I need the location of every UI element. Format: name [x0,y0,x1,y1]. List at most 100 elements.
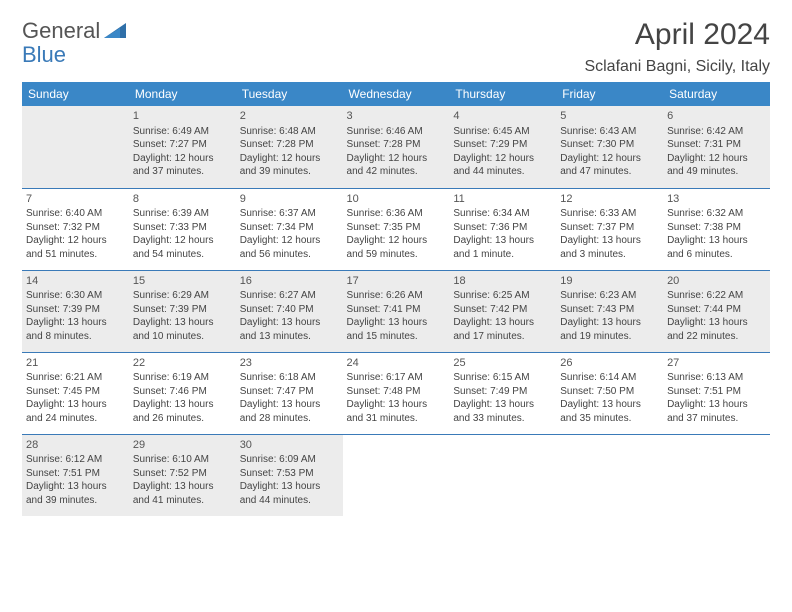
sunrise-text: Sunrise: 6:42 AM [667,125,766,139]
daylight-text: Daylight: 13 hours [667,234,766,248]
col-wednesday: Wednesday [343,82,450,106]
sunset-text: Sunset: 7:30 PM [560,138,659,152]
daylight-text: and 49 minutes. [667,165,766,179]
col-sunday: Sunday [22,82,129,106]
sunrise-text: Sunrise: 6:18 AM [240,371,339,385]
sunset-text: Sunset: 7:51 PM [667,385,766,399]
sunset-text: Sunset: 7:52 PM [133,467,232,481]
daylight-text: and 31 minutes. [347,412,446,426]
day-number: 10 [347,192,446,207]
daylight-text: Daylight: 13 hours [453,398,552,412]
logo-text-blue: Blue [22,42,66,67]
calendar-table: Sunday Monday Tuesday Wednesday Thursday… [22,82,770,516]
day-number: 12 [560,192,659,207]
daylight-text: and 33 minutes. [453,412,552,426]
sunset-text: Sunset: 7:36 PM [453,221,552,235]
sunset-text: Sunset: 7:43 PM [560,303,659,317]
calendar-day-cell: 30Sunrise: 6:09 AMSunset: 7:53 PMDayligh… [236,434,343,516]
day-number: 2 [240,109,339,124]
calendar-week-row: 7Sunrise: 6:40 AMSunset: 7:32 PMDaylight… [22,188,770,270]
daylight-text: Daylight: 13 hours [667,398,766,412]
daylight-text: Daylight: 13 hours [453,234,552,248]
calendar-day-cell: 4Sunrise: 6:45 AMSunset: 7:29 PMDaylight… [449,106,556,188]
sunset-text: Sunset: 7:37 PM [560,221,659,235]
sunset-text: Sunset: 7:35 PM [347,221,446,235]
daylight-text: and 17 minutes. [453,330,552,344]
calendar-day-cell [22,106,129,188]
sunset-text: Sunset: 7:33 PM [133,221,232,235]
daylight-text: and 41 minutes. [133,494,232,508]
calendar-day-cell: 24Sunrise: 6:17 AMSunset: 7:48 PMDayligh… [343,352,450,434]
col-thursday: Thursday [449,82,556,106]
sunrise-text: Sunrise: 6:32 AM [667,207,766,221]
daylight-text: Daylight: 13 hours [26,316,125,330]
sunrise-text: Sunrise: 6:15 AM [453,371,552,385]
sunrise-text: Sunrise: 6:30 AM [26,289,125,303]
daylight-text: Daylight: 12 hours [453,152,552,166]
calendar-day-cell: 1Sunrise: 6:49 AMSunset: 7:27 PMDaylight… [129,106,236,188]
calendar-day-cell: 10Sunrise: 6:36 AMSunset: 7:35 PMDayligh… [343,188,450,270]
sunset-text: Sunset: 7:40 PM [240,303,339,317]
sunrise-text: Sunrise: 6:34 AM [453,207,552,221]
daylight-text: Daylight: 12 hours [240,234,339,248]
day-number: 20 [667,274,766,289]
sunset-text: Sunset: 7:38 PM [667,221,766,235]
daylight-text: Daylight: 12 hours [667,152,766,166]
day-number: 13 [667,192,766,207]
daylight-text: Daylight: 12 hours [347,234,446,248]
calendar-day-cell [663,434,770,516]
sunset-text: Sunset: 7:44 PM [667,303,766,317]
sunrise-text: Sunrise: 6:26 AM [347,289,446,303]
daylight-text: and 44 minutes. [453,165,552,179]
calendar-day-cell: 18Sunrise: 6:25 AMSunset: 7:42 PMDayligh… [449,270,556,352]
calendar-day-cell: 8Sunrise: 6:39 AMSunset: 7:33 PMDaylight… [129,188,236,270]
daylight-text: Daylight: 13 hours [560,316,659,330]
day-number: 25 [453,356,552,371]
daylight-text: Daylight: 13 hours [240,316,339,330]
daylight-text: Daylight: 12 hours [133,152,232,166]
logo-text-general: General [22,18,100,44]
sunset-text: Sunset: 7:31 PM [667,138,766,152]
day-number: 21 [26,356,125,371]
sunrise-text: Sunrise: 6:33 AM [560,207,659,221]
daylight-text: and 51 minutes. [26,248,125,262]
day-number: 6 [667,109,766,124]
daylight-text: and 15 minutes. [347,330,446,344]
sunrise-text: Sunrise: 6:25 AM [453,289,552,303]
sunrise-text: Sunrise: 6:14 AM [560,371,659,385]
daylight-text: and 39 minutes. [240,165,339,179]
day-number: 15 [133,274,232,289]
calendar-day-cell: 5Sunrise: 6:43 AMSunset: 7:30 PMDaylight… [556,106,663,188]
daylight-text: Daylight: 12 hours [347,152,446,166]
sunrise-text: Sunrise: 6:36 AM [347,207,446,221]
calendar-day-cell: 26Sunrise: 6:14 AMSunset: 7:50 PMDayligh… [556,352,663,434]
sunrise-text: Sunrise: 6:43 AM [560,125,659,139]
day-number: 3 [347,109,446,124]
daylight-text: Daylight: 12 hours [133,234,232,248]
daylight-text: Daylight: 13 hours [133,480,232,494]
calendar-day-cell: 25Sunrise: 6:15 AMSunset: 7:49 PMDayligh… [449,352,556,434]
day-number: 26 [560,356,659,371]
calendar-day-cell: 7Sunrise: 6:40 AMSunset: 7:32 PMDaylight… [22,188,129,270]
daylight-text: Daylight: 13 hours [133,316,232,330]
col-monday: Monday [129,82,236,106]
calendar-day-cell: 13Sunrise: 6:32 AMSunset: 7:38 PMDayligh… [663,188,770,270]
col-friday: Friday [556,82,663,106]
day-number: 18 [453,274,552,289]
daylight-text: and 26 minutes. [133,412,232,426]
day-number: 19 [560,274,659,289]
daylight-text: Daylight: 12 hours [560,152,659,166]
sunrise-text: Sunrise: 6:22 AM [667,289,766,303]
sunrise-text: Sunrise: 6:09 AM [240,453,339,467]
day-number: 9 [240,192,339,207]
daylight-text: and 42 minutes. [347,165,446,179]
day-number: 5 [560,109,659,124]
sunset-text: Sunset: 7:28 PM [240,138,339,152]
daylight-text: Daylight: 12 hours [240,152,339,166]
sunrise-text: Sunrise: 6:48 AM [240,125,339,139]
daylight-text: Daylight: 12 hours [26,234,125,248]
sunrise-text: Sunrise: 6:27 AM [240,289,339,303]
calendar-day-cell: 27Sunrise: 6:13 AMSunset: 7:51 PMDayligh… [663,352,770,434]
daylight-text: and 24 minutes. [26,412,125,426]
calendar-week-row: 21Sunrise: 6:21 AMSunset: 7:45 PMDayligh… [22,352,770,434]
